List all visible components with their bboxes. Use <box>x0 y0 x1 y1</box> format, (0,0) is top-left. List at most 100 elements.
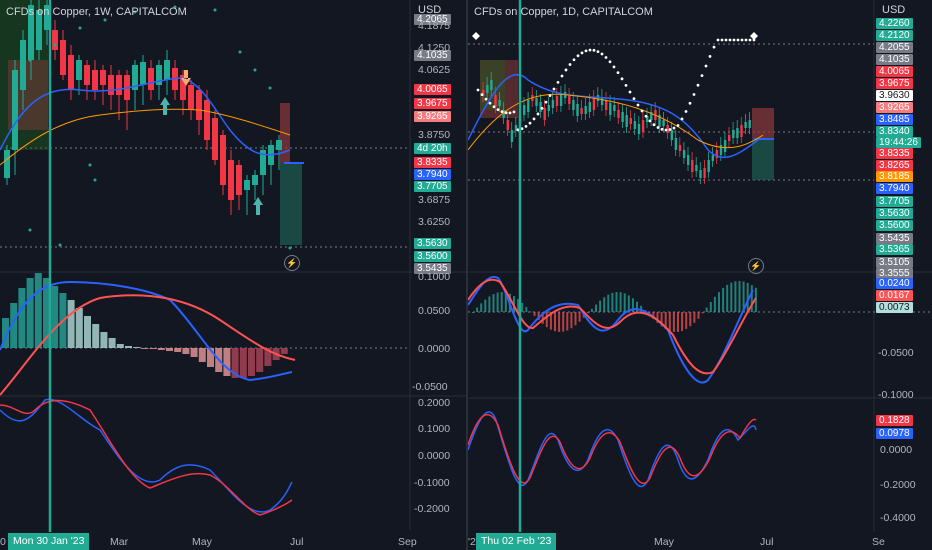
macd-histogram-bar <box>718 292 720 312</box>
candle-body <box>723 140 727 152</box>
price-tag: 4.0065 <box>414 84 451 95</box>
time-axis-label: Jul <box>290 536 304 548</box>
parabolic-dot <box>78 26 82 30</box>
macd-histogram-bar <box>652 312 655 319</box>
candle-body <box>678 145 682 151</box>
price-tag: 3.5600 <box>876 220 913 231</box>
candle-body <box>164 60 170 80</box>
macd-histogram-bar <box>476 307 479 312</box>
candle-body <box>4 150 10 178</box>
macd-histogram-bar <box>2 318 9 348</box>
candle-body <box>637 124 641 134</box>
candle-body <box>666 125 669 133</box>
parabolic-dot <box>588 48 592 52</box>
price-tag: 3.5365 <box>876 244 913 255</box>
parabolic-dot <box>512 110 516 114</box>
parabolic-dot <box>476 88 480 92</box>
parabolic-dot <box>680 117 684 121</box>
right-chart-pane[interactable]: CFDs on Copper, 1D, CAPITALCOM USD 4.226… <box>468 0 932 550</box>
price-scale-label: 3.6250 <box>418 216 451 228</box>
parabolic-dot <box>732 38 736 42</box>
candle-body <box>543 108 546 120</box>
parabolic-dot <box>552 87 556 91</box>
parabolic-dot <box>660 127 664 131</box>
candle-body <box>236 165 242 195</box>
parabolic-dot <box>93 178 97 182</box>
parabolic-dot <box>744 38 748 42</box>
macd-histogram-bar <box>504 292 507 312</box>
macd-scale-label: 0.0500 <box>418 305 451 317</box>
candle-body <box>728 135 731 141</box>
macd-histogram-bar <box>746 282 749 312</box>
parabolic-dot <box>568 63 572 66</box>
price-tag: 3.5435 <box>876 233 913 244</box>
candle-body <box>674 138 678 150</box>
candle-body <box>228 160 234 200</box>
stop-zone <box>752 108 774 138</box>
macd-histogram-bar <box>537 312 540 321</box>
left-chart-title: CFDs on Copper, 1W, CAPITALCOM <box>6 6 187 18</box>
parabolic-dot <box>712 45 716 49</box>
candle-body <box>551 100 555 108</box>
macd-histogram-bar <box>590 308 593 312</box>
parabolic-dot <box>540 106 544 110</box>
candle-body <box>559 94 563 106</box>
right-chart-title: CFDs on Copper, 1D, CAPITALCOM <box>474 6 653 18</box>
parabolic-dot <box>564 68 568 72</box>
price-tag: 3.5105 <box>876 257 913 268</box>
macd-histogram-bar <box>656 312 659 323</box>
candle-body <box>220 135 226 185</box>
macd-histogram-bar <box>166 348 173 351</box>
price-tag: 3.8265 <box>876 160 913 171</box>
parabolic-dot <box>520 127 524 131</box>
price-tag: 4.1035 <box>414 50 451 61</box>
macd-histogram-bar <box>239 348 247 378</box>
candle-body <box>76 60 82 80</box>
parabolic-dot <box>58 243 62 247</box>
parabolic-dot <box>508 111 512 115</box>
left-chart-canvas[interactable] <box>0 0 466 550</box>
macd-value-tag: 0.0240 <box>876 278 913 289</box>
parabolic-dot <box>556 80 560 84</box>
candle-body <box>132 65 138 90</box>
macd-histogram-bar <box>586 312 589 314</box>
price-tag: 3.9675 <box>876 78 913 89</box>
parabolic-dot <box>684 110 688 113</box>
parabolic-dot <box>676 124 680 127</box>
candle-body <box>28 5 34 60</box>
macd-histogram-bar <box>480 303 483 312</box>
price-tag: 3.7940 <box>414 169 451 180</box>
candle-body <box>588 102 591 112</box>
oscillator-scale-label: 0.1000 <box>418 423 451 435</box>
candle-body <box>719 145 723 155</box>
candle-body <box>547 105 550 111</box>
price-tag: 3.9630 <box>876 90 913 101</box>
candle-body <box>506 120 509 130</box>
right-chart-canvas[interactable] <box>468 0 932 550</box>
candle-body <box>641 120 645 132</box>
macd-value-tag: 0.0073 <box>876 302 913 313</box>
candle-body <box>52 30 58 50</box>
parabolic-dot <box>648 119 652 123</box>
candle-body <box>650 112 653 120</box>
parabolic-dot <box>692 93 696 96</box>
parabolic-dot <box>560 74 564 78</box>
candle-body <box>116 75 122 95</box>
macd-histogram-bar <box>108 338 116 348</box>
macd-histogram-bar <box>26 278 34 348</box>
left-chart-pane[interactable]: CFDs on Copper, 1W, CAPITALCOM USD 4.206… <box>0 0 466 550</box>
price-tag: 19:44:26 <box>876 137 921 148</box>
lightning-icon[interactable]: ⚡ <box>284 255 300 271</box>
candle-body <box>244 180 250 190</box>
parabolic-dot <box>632 97 636 101</box>
price-scale-label: 3.6875 <box>418 194 451 206</box>
parabolic-dot <box>524 124 528 128</box>
lightning-icon[interactable]: ⚡ <box>748 258 764 274</box>
parabolic-dot <box>624 83 628 87</box>
oscillator-scale-label: -0.1000 <box>414 477 450 489</box>
pane-divider[interactable] <box>466 0 468 550</box>
candle-body <box>196 90 202 120</box>
price-tag: 3.3555 <box>876 268 913 279</box>
macd-histogram-bar <box>709 302 712 312</box>
macd-histogram-bar <box>182 348 190 354</box>
